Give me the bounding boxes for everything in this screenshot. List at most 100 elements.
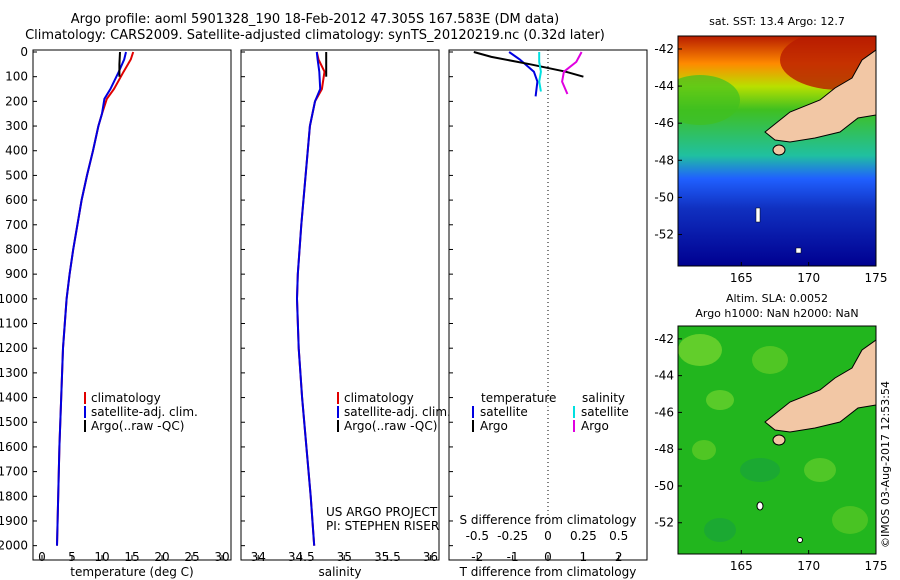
map-y-tick-label: -52 bbox=[654, 227, 674, 241]
temperature-x-ticks: 0 5 10 15 20 25 30 bbox=[38, 550, 229, 564]
legend-header-temperature: temperature bbox=[481, 391, 556, 405]
legend-label-t-argo: Argo bbox=[480, 419, 508, 433]
map-y-tick-label: -50 bbox=[654, 479, 674, 493]
sst-map-frame bbox=[677, 35, 877, 267]
sla-map-image bbox=[678, 326, 876, 554]
map-y-tick-label: -52 bbox=[654, 516, 674, 530]
series-line-temperature-satellite bbox=[508, 51, 539, 97]
difference-x-ticks: -2 -1 0 1 2 bbox=[471, 550, 622, 564]
x-tick-label: 34.5 bbox=[288, 550, 315, 564]
project-annotation: US ARGO PROJECT bbox=[326, 505, 438, 519]
depth-tick-label: 1300 bbox=[0, 366, 28, 380]
depth-tick-label: 100 bbox=[5, 70, 28, 84]
x-tick-label: 34 bbox=[251, 550, 266, 564]
sst-map-title: sat. SST: 13.4 Argo: 12.7 bbox=[709, 15, 845, 28]
series-line-salinity-satellite bbox=[538, 52, 542, 92]
depth-tick-label: 1700 bbox=[0, 465, 28, 479]
legend-label-climatology: climatology bbox=[91, 391, 161, 405]
depth-tick-label: 1600 bbox=[0, 440, 28, 454]
x-tick-label: 35.5 bbox=[374, 550, 401, 564]
map-y-tick-label: -42 bbox=[654, 332, 674, 346]
x-tick-label: 25 bbox=[184, 550, 199, 564]
x-tick-label: 20 bbox=[154, 550, 169, 564]
map-x-tick-label: 170 bbox=[797, 271, 820, 285]
series-line-climatology bbox=[56, 51, 135, 546]
legend-header-salinity: salinity bbox=[582, 391, 625, 405]
legend-label-climatology: climatology bbox=[344, 391, 414, 405]
s-diff-tick-label: 0 bbox=[544, 529, 552, 543]
legend-label-t-satellite: satellite bbox=[480, 405, 528, 419]
series-line-salinity-argo bbox=[561, 51, 583, 95]
land-mass bbox=[764, 339, 876, 433]
figure-title-line-1: Argo profile: aoml 5901328_190 18-Feb-20… bbox=[70, 12, 560, 27]
s-difference-axis-label: S difference from climatology bbox=[460, 513, 637, 527]
map-y-tick-label: -46 bbox=[654, 405, 674, 419]
map-x-tick-label: 170 bbox=[797, 559, 820, 573]
sla-map-ticks: -42 -44 -46 -48 -50 -52 165 170 175 bbox=[654, 332, 887, 573]
map-y-tick-label: -48 bbox=[654, 153, 674, 167]
x-tick-label: -1 bbox=[507, 550, 519, 564]
difference-legend: temperature salinity satellite Argo sate… bbox=[472, 391, 629, 433]
imos-stamp: ©IMOS 03-Aug-2017 12:53:54 bbox=[879, 381, 892, 548]
legend-label-argo: Argo(..raw -QC) bbox=[91, 419, 184, 433]
x-tick-label: 0 bbox=[38, 550, 46, 564]
x-tick-label: -2 bbox=[471, 550, 483, 564]
temperature-panel bbox=[32, 49, 232, 561]
depth-tick-label: 1400 bbox=[0, 391, 28, 405]
x-tick-label: 10 bbox=[94, 550, 109, 564]
t-difference-axis-label: T difference from climatology bbox=[459, 565, 637, 579]
s-diff-tick-label: -0.5 bbox=[466, 529, 489, 543]
map-x-tick-label: 165 bbox=[730, 271, 753, 285]
land-mass bbox=[764, 49, 876, 143]
temperature-axis-label: temperature (deg C) bbox=[70, 565, 193, 579]
series-line-argo-raw-qc- bbox=[118, 51, 121, 77]
s-diff-tick-label: 0.5 bbox=[609, 529, 628, 543]
sla-map-title: Altim. SLA: 0.0052 bbox=[726, 292, 828, 305]
map-x-tick-label: 175 bbox=[865, 559, 888, 573]
x-tick-label: 0 bbox=[544, 550, 552, 564]
profile-series bbox=[56, 51, 584, 546]
map-x-tick-label: 175 bbox=[865, 271, 888, 285]
depth-tick-label: 500 bbox=[5, 168, 28, 182]
sst-map-ticks: -42 -44 -46 -48 -50 -52 165 170 175 bbox=[654, 42, 887, 285]
legend-label-satellite: satellite-adj. clim. bbox=[344, 405, 451, 419]
x-tick-label: 35 bbox=[337, 550, 352, 564]
temperature-legend: climatology satellite-adj. clim. Argo(..… bbox=[84, 391, 198, 433]
x-tick-label: 5 bbox=[68, 550, 76, 564]
depth-tick-label: 200 bbox=[5, 94, 28, 108]
sla-map-frame bbox=[677, 325, 877, 555]
depth-tick-label: 800 bbox=[5, 242, 28, 256]
map-y-tick-label: -42 bbox=[654, 42, 674, 56]
s-diff-tick-label: 0.25 bbox=[570, 529, 597, 543]
pi-annotation: PI: STEPHEN RISER bbox=[326, 519, 439, 533]
map-y-tick-label: -44 bbox=[654, 369, 674, 383]
depth-tick-label: 1800 bbox=[0, 489, 28, 503]
sla-map-subtitle: Argo h1000: NaN h2000: NaN bbox=[695, 307, 858, 320]
map-y-tick-label: -44 bbox=[654, 79, 674, 93]
sst-map-image bbox=[678, 36, 876, 266]
x-tick-label: 30 bbox=[214, 550, 229, 564]
depth-tick-label: 2000 bbox=[0, 539, 28, 553]
x-tick-label: 15 bbox=[124, 550, 139, 564]
s-diff-tick-label: -0.25 bbox=[497, 529, 528, 543]
depth-tick-label: 600 bbox=[5, 193, 28, 207]
depth-tick-label: 1500 bbox=[0, 415, 28, 429]
salinity-legend: climatology satellite-adj. clim. Argo(..… bbox=[337, 391, 451, 433]
map-x-tick-label: 165 bbox=[730, 559, 753, 573]
depth-tick-label: 400 bbox=[5, 144, 28, 158]
depth-tick-label: 1000 bbox=[0, 292, 28, 306]
map-y-tick-label: -48 bbox=[654, 442, 674, 456]
depth-tick-label: 1100 bbox=[0, 317, 28, 331]
depth-tick-label: 1900 bbox=[0, 514, 28, 528]
map-y-tick-label: -50 bbox=[654, 190, 674, 204]
salinity-panel bbox=[240, 49, 440, 561]
figure-title-line-2: Climatology: CARS2009. Satellite-adjuste… bbox=[25, 28, 605, 43]
series-line-satellite-adj-clim- bbox=[56, 51, 127, 546]
legend-label-s-satellite: satellite bbox=[581, 405, 629, 419]
series-line-temperature-argo bbox=[473, 51, 584, 78]
depth-tick-label: 0 bbox=[20, 45, 28, 59]
salinity-difference-ticks: -0.5 -0.25 0 0.25 0.5 bbox=[466, 529, 629, 543]
x-tick-label: 1 bbox=[580, 550, 588, 564]
series-line-satellite-adj-clim- bbox=[295, 51, 322, 546]
